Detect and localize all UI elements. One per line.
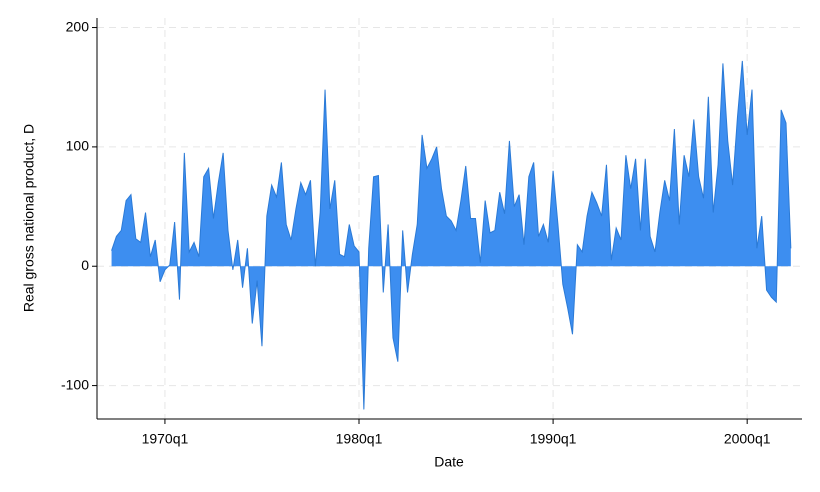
y-tick-label: 200: [66, 18, 90, 34]
area: [111, 60, 791, 410]
x-axis-title: Date: [434, 454, 464, 470]
plot-area: [111, 60, 792, 410]
y-tick-label: 0: [81, 257, 89, 273]
y-axis-title: Real gross national product, D: [21, 124, 37, 312]
x-tick-label: 1970q1: [142, 431, 189, 447]
y-tick-label: 100: [66, 138, 90, 154]
area-edge: [111, 60, 792, 410]
y-tick-label: -100: [61, 376, 89, 392]
x-tick-label: 2000q1: [724, 431, 771, 447]
x-tick-label: 1990q1: [530, 431, 577, 447]
x-tick-label: 1980q1: [336, 431, 383, 447]
